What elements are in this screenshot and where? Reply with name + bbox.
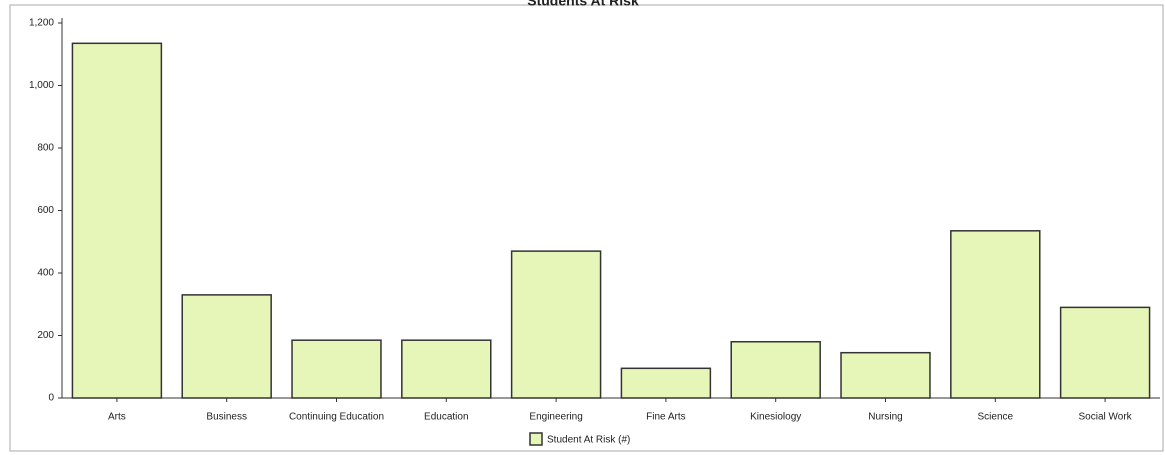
bar [71, 42, 163, 399]
bar [950, 230, 1041, 399]
legend-swatch [529, 432, 543, 446]
x-tick-label: Nursing [868, 412, 902, 423]
x-tick-label: Business [206, 412, 247, 423]
y-tick-label: 400 [37, 268, 54, 279]
chart-frame [9, 4, 1164, 452]
bar [840, 351, 931, 399]
x-tick-label: Arts [108, 412, 126, 423]
x-tick-label: Kinesiology [750, 412, 801, 423]
x-tick-label: Engineering [529, 412, 582, 423]
bar [1059, 306, 1151, 399]
chart-title: Students At Risk [527, 0, 639, 9]
bar [620, 367, 712, 399]
y-tick-label: 0 [48, 393, 54, 404]
bar [181, 294, 272, 399]
x-tick-label: Education [424, 412, 468, 423]
x-tick-label: Social Work [1079, 412, 1133, 423]
y-tick-label: 1,000 [29, 80, 54, 91]
x-tick-label: Fine Arts [646, 412, 685, 423]
y-tick-label: 600 [37, 205, 54, 216]
bar [510, 250, 602, 399]
y-tick-label: 200 [37, 330, 54, 341]
bar [291, 339, 382, 399]
bar [730, 341, 821, 399]
x-tick-label: Science [978, 412, 1014, 423]
y-tick-label: 800 [37, 143, 54, 154]
bar [401, 339, 492, 399]
legend-label: Student At Risk (#) [547, 435, 630, 446]
y-tick-label: 1,200 [29, 18, 54, 29]
x-tick-label: Continuing Education [289, 412, 384, 423]
